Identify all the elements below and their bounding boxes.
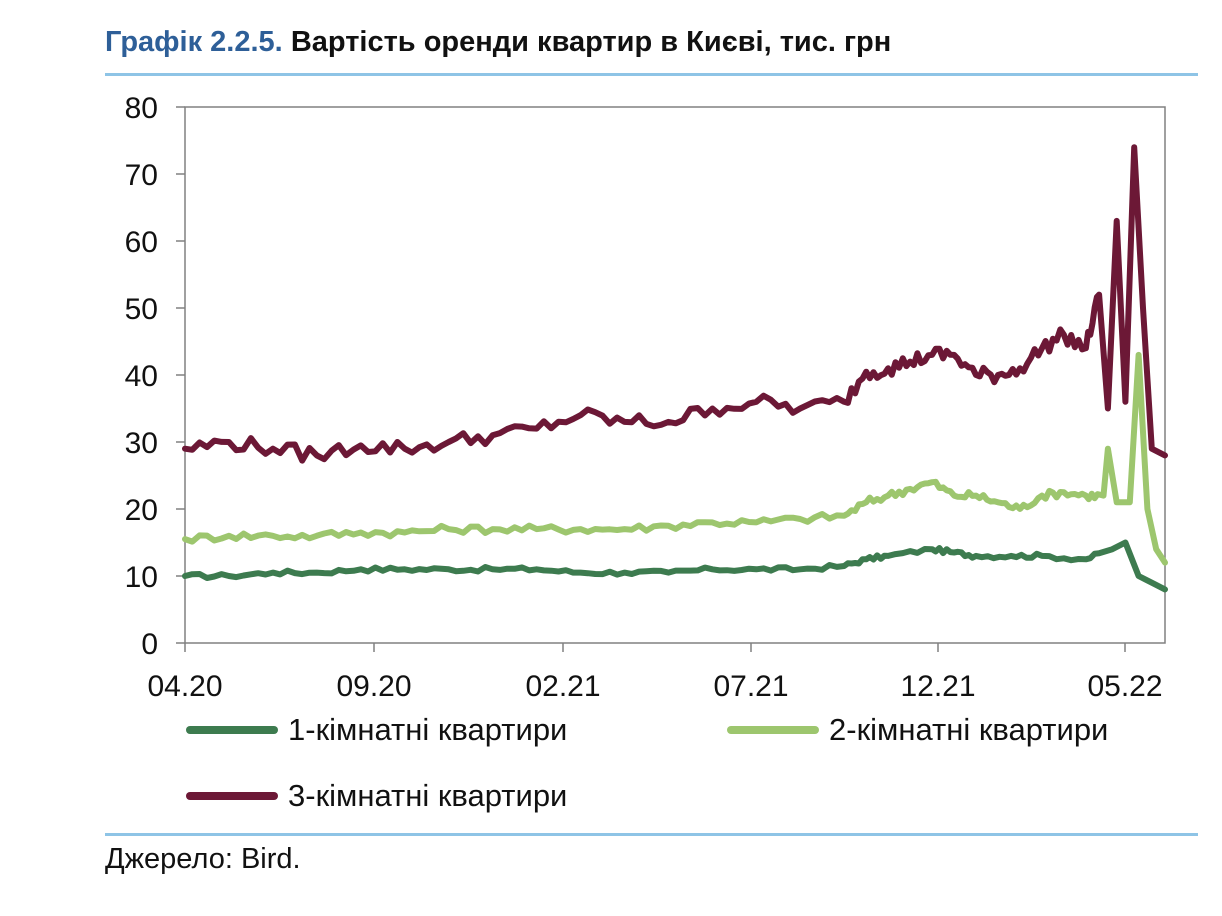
series-line-3-room xyxy=(182,144,1168,464)
legend-label-2-room: 2-кімнатні квартири xyxy=(829,712,1109,747)
x-tick-label: 09.20 xyxy=(336,670,411,703)
y-tick-label: 30 xyxy=(125,427,158,460)
legend-swatch-2-room xyxy=(727,726,819,734)
legend-label-3-room: 3-кімнатні квартири xyxy=(288,778,568,813)
x-tick-label: 07.21 xyxy=(713,670,788,703)
bottom-divider xyxy=(105,833,1198,836)
x-tick-label: 05.22 xyxy=(1087,670,1162,703)
y-tick-label: 10 xyxy=(125,561,158,594)
y-tick-label: 20 xyxy=(125,494,158,527)
y-tick-label: 0 xyxy=(141,628,158,661)
chart-title: Графік 2.2.5. Вартість оренди квартир в … xyxy=(105,26,891,59)
legend-item-3-room: 3-кімнатні квартири xyxy=(186,778,567,814)
y-tick-label: 60 xyxy=(125,226,158,259)
legend-label-1-room: 1-кімнатні квартири xyxy=(288,712,568,747)
legend-swatch-3-room xyxy=(186,792,278,800)
legend-swatch-1-room xyxy=(186,726,278,734)
x-tick-label: 12.21 xyxy=(900,670,975,703)
y-tick-label: 40 xyxy=(125,360,158,393)
x-tick-label: 04.20 xyxy=(147,670,222,703)
series-line-1-room xyxy=(182,539,1168,593)
y-tick-label: 80 xyxy=(125,92,158,125)
title-number: Графік 2.2.5. xyxy=(105,26,283,58)
top-divider xyxy=(105,73,1198,76)
y-tick-label: 70 xyxy=(125,159,158,192)
legend-item-2-room: 2-кімнатні квартири xyxy=(727,712,1108,748)
y-tick-label: 50 xyxy=(125,293,158,326)
legend-item-1-room: 1-кімнатні квартири xyxy=(186,712,567,748)
x-tick-label: 02.21 xyxy=(525,670,600,703)
series-line-2-room xyxy=(182,351,1168,566)
title-text: Вартість оренди квартир в Києві, тис. гр… xyxy=(290,26,892,58)
source-note: Джерело: Bird. xyxy=(105,843,301,875)
